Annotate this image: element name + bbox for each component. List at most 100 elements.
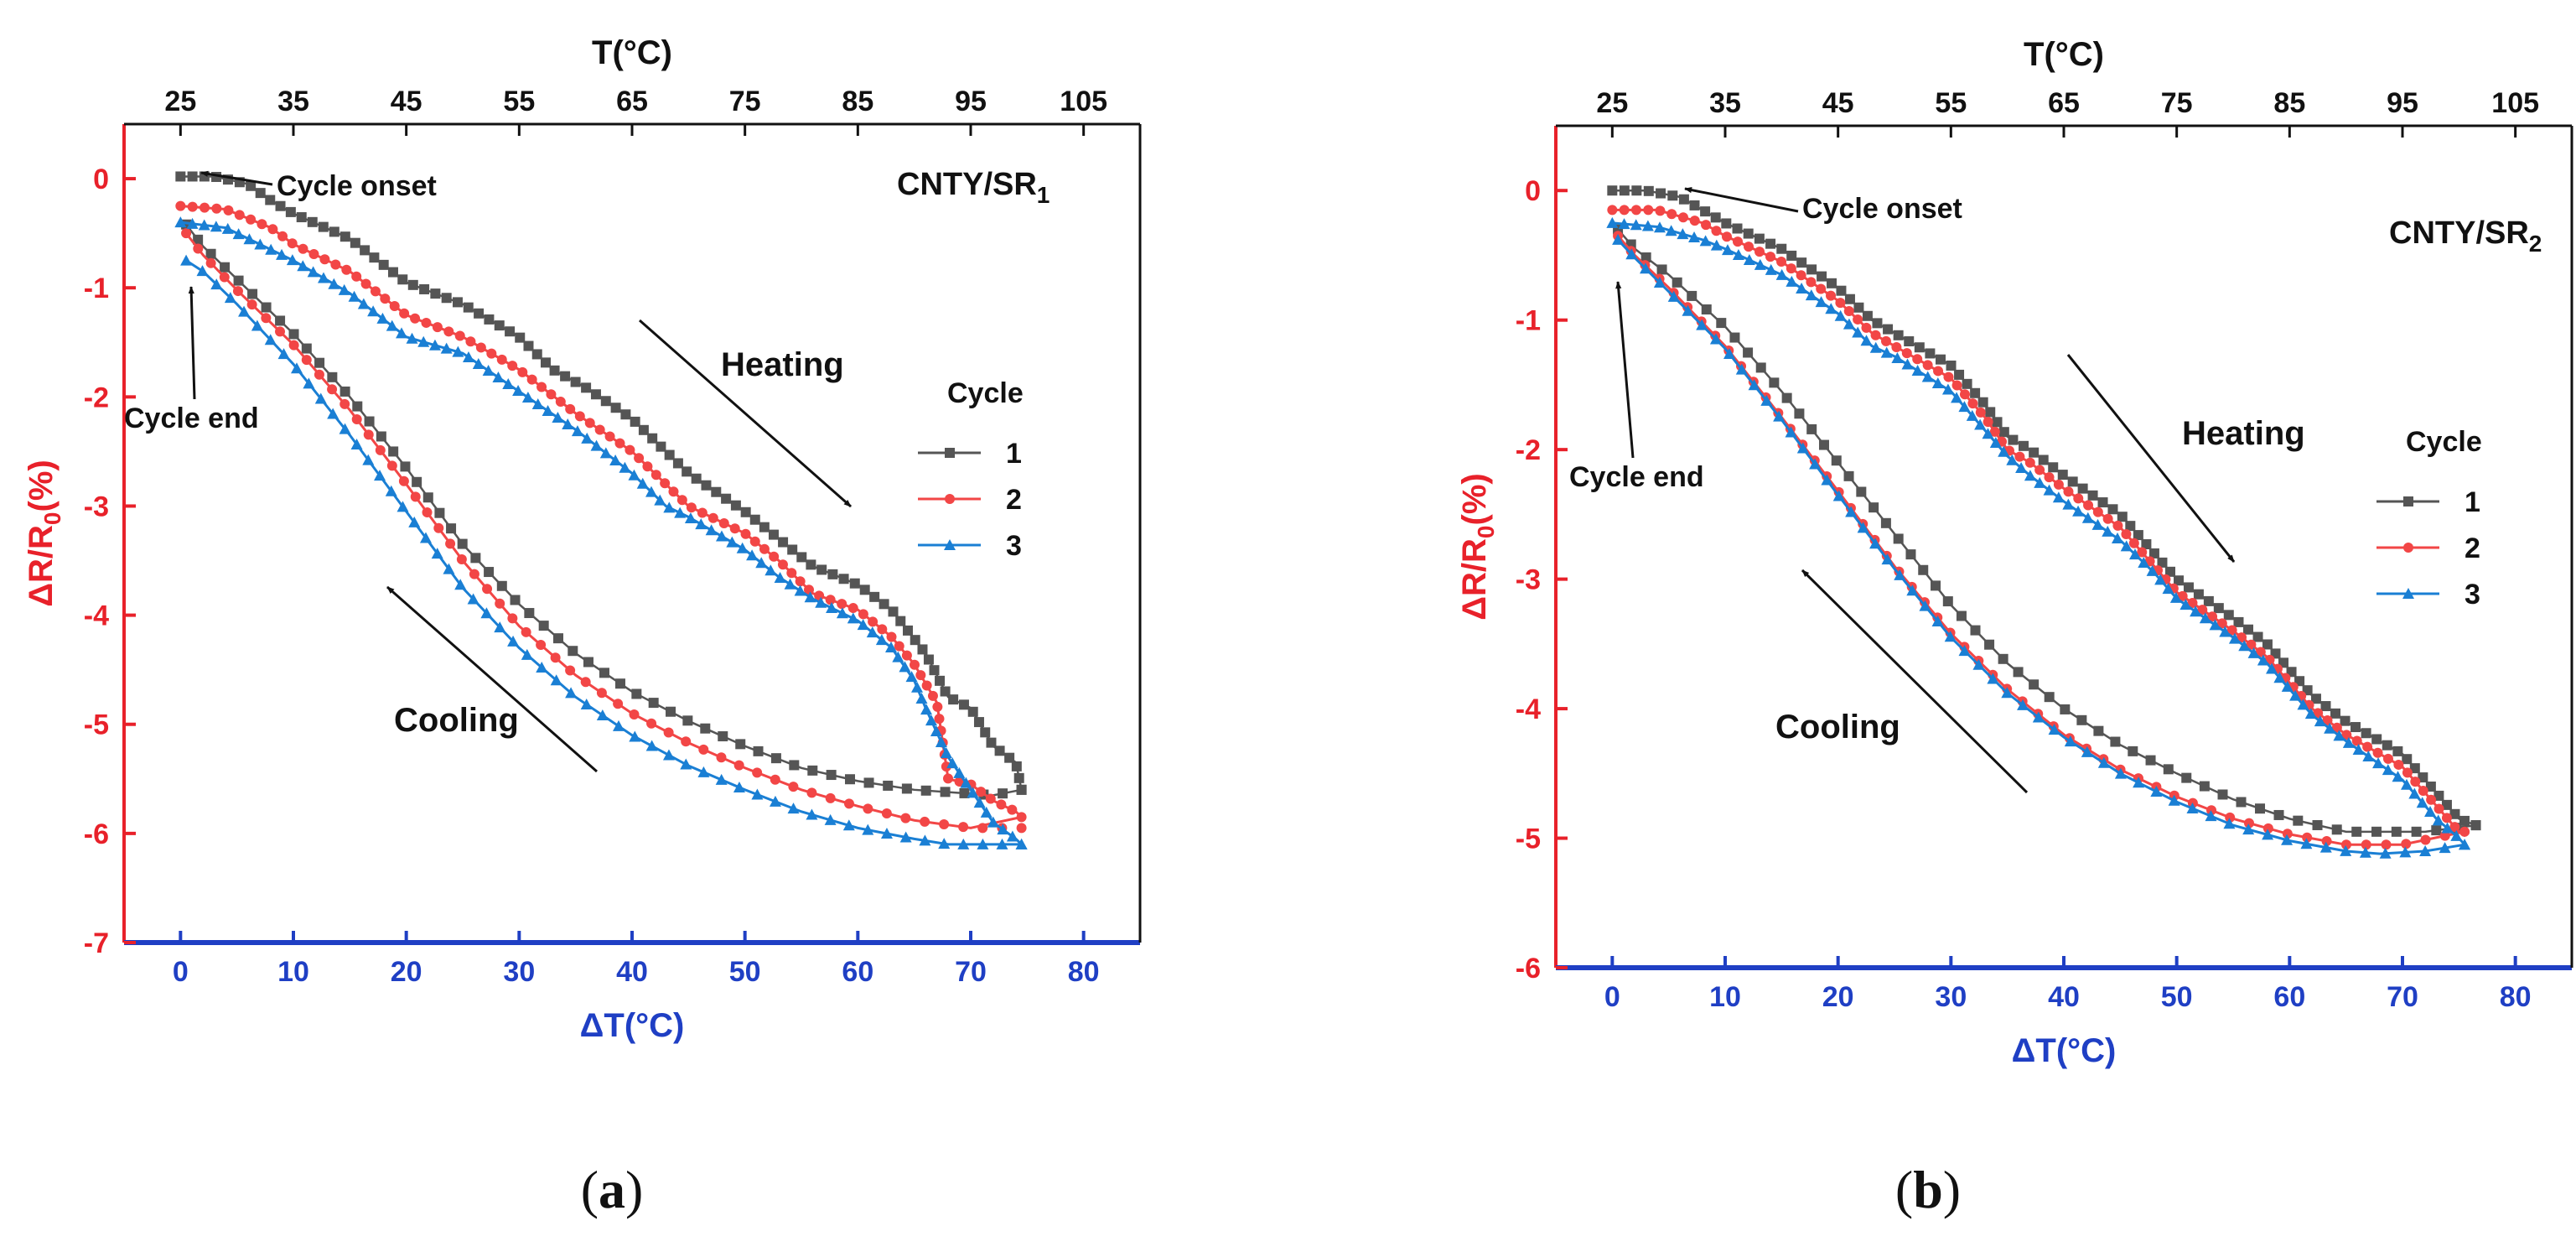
- cycle-end-arrow: [1615, 281, 1635, 459]
- series-1-point: [1893, 330, 1904, 340]
- series-1-point: [844, 774, 855, 785]
- series-2-point: [614, 438, 625, 449]
- series-2-point: [2243, 818, 2254, 829]
- series-1-point: [940, 686, 951, 697]
- series-1-point: [314, 357, 325, 368]
- series-2-point: [565, 403, 576, 414]
- series-3-point: [1809, 458, 1822, 470]
- series-2-point: [219, 272, 230, 283]
- series-1-point: [1796, 257, 1807, 268]
- series-3-point: [2219, 626, 2231, 637]
- series-2-point: [681, 736, 692, 747]
- series-1-point: [1872, 318, 1883, 329]
- x2-tick-label: 65: [2048, 87, 2080, 119]
- series-1-point: [1776, 243, 1787, 254]
- series-2: [1607, 205, 2470, 850]
- series-2-point: [232, 286, 243, 297]
- series-1-point: [656, 441, 666, 452]
- series-3-point: [2238, 640, 2251, 652]
- series-2-point: [676, 495, 687, 506]
- series-1-point: [2029, 679, 2040, 690]
- series-1-point: [1755, 362, 1766, 373]
- series-2-point: [1989, 426, 2000, 437]
- series-1-point: [2077, 483, 2088, 494]
- x2-axis-title: T(°C): [592, 34, 672, 71]
- series-3-point: [804, 591, 816, 603]
- series-2-point: [475, 342, 486, 353]
- series-1-point: [691, 473, 702, 484]
- series-1-point: [1942, 596, 1953, 607]
- series-3-point: [2052, 491, 2065, 503]
- series-1-point: [1631, 185, 1642, 196]
- series-3-point: [1699, 235, 1712, 247]
- series-2-point: [495, 598, 505, 609]
- series-3-point: [2081, 745, 2093, 757]
- series-2-point: [2401, 839, 2412, 849]
- series-1-point: [246, 180, 257, 191]
- series-3: [1606, 216, 2471, 859]
- series-2-point: [1619, 205, 1630, 216]
- series-2-point: [2102, 513, 2113, 524]
- series-2-point: [536, 640, 547, 651]
- series-3-point: [2266, 662, 2278, 674]
- series-3-point: [1786, 275, 1798, 287]
- sample-label-sub: 2: [2529, 231, 2542, 257]
- series-1-point: [929, 665, 940, 676]
- series-3-point: [806, 808, 818, 820]
- series-3-point: [2342, 736, 2355, 748]
- series-3-point: [2297, 699, 2309, 710]
- series-1-point: [531, 349, 542, 360]
- series-3-point: [2450, 829, 2463, 841]
- series-3-point: [2247, 647, 2260, 658]
- series-2-point: [1959, 389, 1970, 400]
- series-3-point: [2186, 803, 2199, 814]
- series-1-point: [672, 458, 683, 469]
- series-3-point: [2001, 687, 2014, 699]
- series-1-point: [901, 783, 912, 794]
- series-1-point: [2310, 694, 2321, 704]
- legend-marker-1: [945, 448, 955, 458]
- series-1-point: [570, 377, 581, 387]
- sample-label-base: CNTY/SR: [2389, 216, 2529, 251]
- series-1-point: [452, 297, 463, 308]
- series-1-point: [910, 635, 920, 646]
- series-2-point: [2402, 767, 2413, 778]
- series-1-point: [470, 553, 481, 564]
- series-3-point: [2359, 846, 2371, 858]
- series-3-point: [254, 238, 267, 250]
- series-3-point: [502, 377, 515, 389]
- series-1-point: [973, 717, 984, 728]
- series-2-point: [193, 243, 204, 254]
- x-tick-label: 80: [1068, 956, 1100, 988]
- x2-tick-label: 35: [1709, 87, 1741, 119]
- series-1-point: [255, 188, 266, 199]
- series-1-point: [1743, 228, 1754, 239]
- series-1-point: [2340, 715, 2351, 726]
- legend-marker-1: [2403, 496, 2413, 507]
- series-3-point: [2333, 730, 2345, 741]
- series-1-point: [1954, 369, 1965, 380]
- series-1-point: [1769, 377, 1780, 388]
- series-2-point: [2313, 708, 2324, 719]
- series-3-point: [1754, 258, 1766, 270]
- series-2-point: [574, 411, 585, 422]
- series-1-point: [400, 461, 411, 472]
- series-1-point: [1985, 407, 1996, 418]
- series-2-point: [433, 522, 444, 533]
- x-tick-label: 0: [1604, 981, 1620, 1013]
- series-1-point: [1607, 185, 1618, 196]
- series-3-point: [1911, 365, 1924, 377]
- series-3-point: [443, 563, 455, 574]
- series-1-point: [1977, 397, 1988, 408]
- series-2-point: [389, 300, 400, 311]
- series-2-point: [1607, 205, 1618, 216]
- series-2-point: [958, 822, 969, 833]
- series-1-point: [1710, 212, 1721, 223]
- series-3-point: [612, 720, 625, 731]
- series-3-point: [940, 746, 952, 758]
- series-3-point: [2120, 540, 2133, 552]
- series-3-point: [494, 621, 506, 633]
- series-1-point: [275, 200, 286, 211]
- series-2-point: [1721, 231, 1732, 242]
